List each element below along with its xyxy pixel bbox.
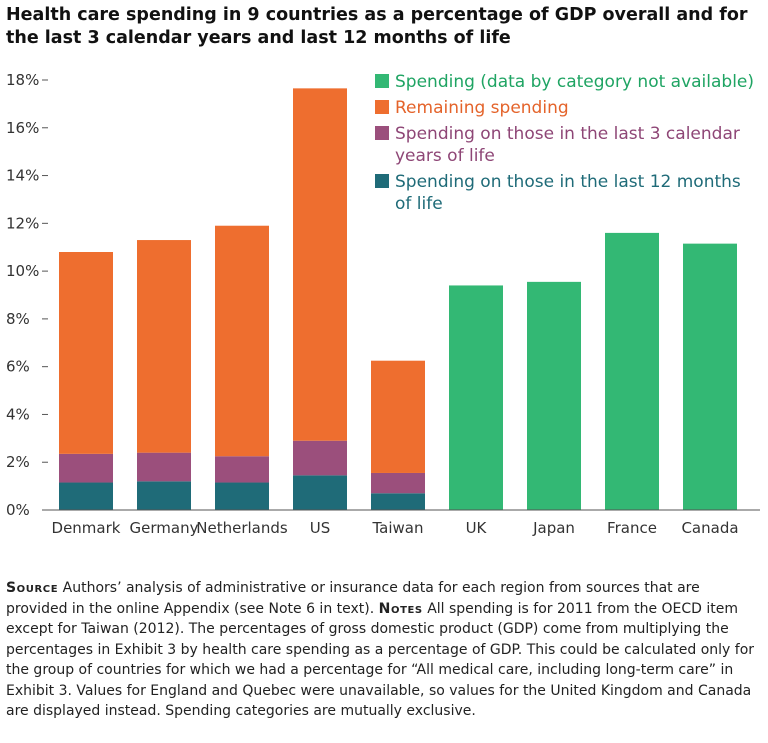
legend-label: Remaining spending	[395, 98, 569, 118]
bar-segment	[215, 482, 269, 510]
bar-segment	[137, 452, 191, 482]
legend-label: of life	[395, 194, 443, 214]
source-label: Source	[6, 580, 59, 596]
x-tick-label: US	[310, 519, 331, 537]
stacked-bar-chart: 0% 2% 4% 6% 8% 10% 12% 14% 16% 18% Denmark GermanyN…	[6, 71, 760, 537]
x-tick-label: UK	[466, 519, 488, 537]
bar-segment	[683, 243, 737, 510]
bar-segment	[293, 88, 347, 441]
notes-text: All spending is for 2011 from the OECD i…	[6, 600, 755, 720]
y-tick-label: 8%	[6, 310, 30, 328]
bar-segment	[449, 285, 503, 510]
x-tick-label: Japan	[532, 519, 575, 537]
y-tick-label: 12%	[6, 214, 39, 232]
legend-swatch	[375, 174, 389, 188]
y-tick-label: 6%	[6, 358, 30, 376]
y-tick-label: 18%	[6, 71, 39, 89]
legend-swatch	[375, 126, 389, 140]
bar-segment	[215, 225, 269, 457]
bar-segment	[605, 232, 659, 510]
y-tick-label: 0%	[6, 501, 30, 519]
y-tick-label: 2%	[6, 453, 30, 471]
bar-segment	[137, 240, 191, 453]
bar-segment	[293, 440, 347, 476]
bar-segment	[527, 281, 581, 510]
bar-segment	[293, 475, 347, 510]
bar-segment	[371, 360, 425, 473]
bar-segment	[371, 493, 425, 510]
x-tick-label: France	[607, 519, 657, 537]
x-tick-label: Canada	[681, 519, 738, 537]
legend-label: Spending (data by category not available…	[395, 72, 754, 92]
bar-segment	[59, 252, 113, 454]
chart-notes: Source Authors’ analysis of administrati…	[6, 578, 760, 722]
bar-segment	[215, 456, 269, 483]
legend-swatch	[375, 74, 389, 88]
y-tick-label: 14%	[6, 167, 39, 185]
y-tick-label: 10%	[6, 262, 39, 280]
x-tick-label: Denmark	[52, 519, 121, 537]
legend-label: Spending on those in the last 12 months	[395, 172, 741, 192]
x-tick-label: Taiwan	[371, 519, 423, 537]
notes-label: Notes	[378, 600, 423, 617]
bar-segment	[59, 453, 113, 483]
x-tick-label: Netherlands	[196, 519, 288, 537]
bar-segment	[59, 482, 113, 510]
bar-segment	[371, 472, 425, 494]
bar-segment	[137, 481, 191, 510]
y-tick-label: 4%	[6, 405, 30, 423]
legend-swatch	[375, 100, 389, 114]
source-text: Authors’ analysis of administrative or i…	[6, 580, 700, 617]
x-tick-label: Germany	[130, 519, 199, 537]
chart-title: Health care spending in 9 countries as a…	[6, 5, 748, 48]
legend-label: years of life	[395, 146, 495, 166]
legend-label: Spending on those in the last 3 calendar	[395, 124, 740, 144]
y-tick-label: 16%	[6, 119, 39, 137]
